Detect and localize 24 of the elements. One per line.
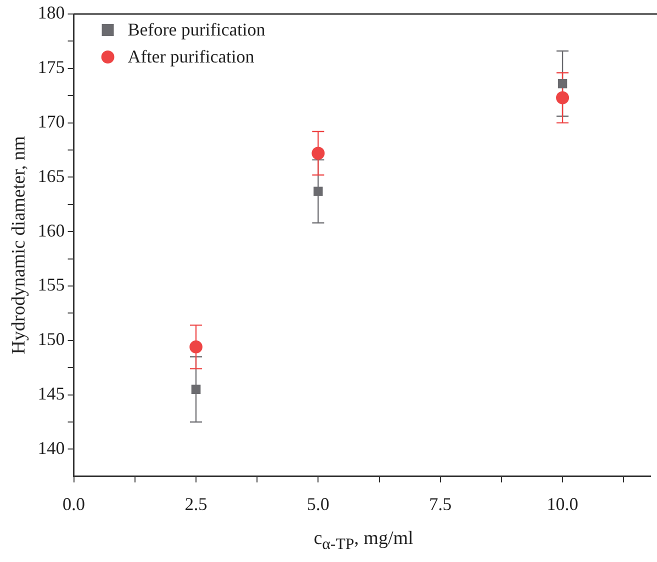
x-tick-label: 10.0 <box>546 494 578 514</box>
x-tick-label: 2.5 <box>184 494 208 514</box>
legend-label: After purification <box>128 46 254 67</box>
x-tick-label: 5.0 <box>306 494 330 514</box>
y-axis-title: Hydrodynamic diameter, nm <box>8 136 30 354</box>
y-tick-label: 140 <box>38 438 65 458</box>
point <box>556 91 570 104</box>
y-tick-label: 180 <box>38 2 65 23</box>
y-tick-label: 170 <box>38 112 65 132</box>
y-tick-label: 165 <box>38 166 65 186</box>
y-tick-label: 145 <box>38 384 65 404</box>
x-axis-title: c$_{α-TP}$, mg/ml <box>312 528 414 554</box>
y-tick-label: 150 <box>38 329 65 350</box>
point <box>558 79 568 88</box>
legend-label: Before purification <box>128 20 266 40</box>
x-tick-label: 0.0 <box>62 494 86 514</box>
point <box>191 384 201 394</box>
point <box>312 146 325 160</box>
y-tick-label: 155 <box>38 274 65 295</box>
x-tick-label: 7.5 <box>429 494 452 514</box>
y-tick-label: 175 <box>38 57 65 78</box>
point <box>189 340 202 354</box>
y-tick-label: 160 <box>38 220 65 240</box>
point <box>314 186 323 196</box>
